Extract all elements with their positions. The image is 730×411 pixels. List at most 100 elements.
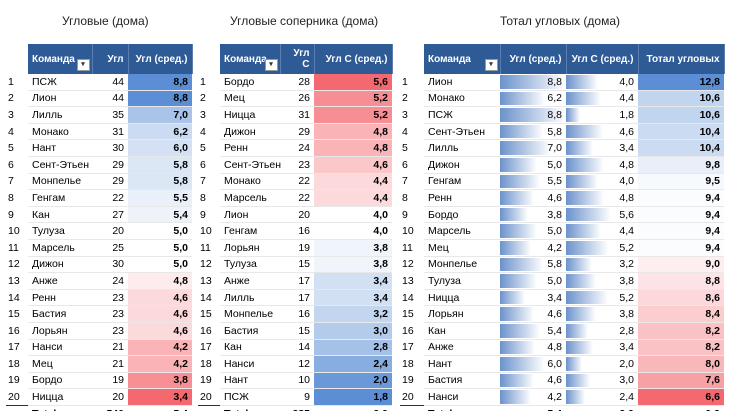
table-row: 4 Монако 31 6,2	[6, 123, 192, 141]
value-cell: 3,8	[566, 272, 638, 290]
table-row: 14 Лилль 17 3,4	[198, 289, 392, 307]
rank-cell: 5	[8, 142, 14, 155]
team-cell: Бордо	[220, 74, 280, 91]
value-cell: 4,2	[128, 339, 192, 357]
team-cell: Сент-Этьен	[424, 123, 500, 141]
value-cell: 1,8	[566, 106, 638, 124]
value-cell: 28	[280, 74, 314, 91]
avg-corners-header[interactable]: Угл (сред.)	[500, 44, 567, 74]
team-header[interactable]: Команда ▾	[424, 44, 501, 74]
value-cell: 12	[280, 355, 314, 373]
total-corners-header[interactable]: Тотал угловых	[638, 44, 725, 74]
bar-value: 6,2	[547, 92, 562, 105]
bar-value: 5,6	[619, 208, 634, 221]
filter-dropdown-icon[interactable]: ▾	[76, 59, 90, 71]
value-cell: 9,0	[638, 256, 724, 274]
value-cell: 15	[280, 256, 314, 274]
filter-dropdown-icon[interactable]: ▾	[484, 59, 498, 71]
bar-value: 7,0	[547, 142, 562, 155]
total-row: Total5405,4	[6, 404, 192, 411]
table-row: 2 Мец 26 5,2	[198, 90, 392, 108]
value-cell: 4,8	[314, 139, 392, 157]
table-row: 3 Ницца 31 5,2	[198, 106, 392, 124]
value-cell: 15	[280, 322, 314, 340]
value-cell: 10,6	[638, 90, 724, 108]
value-cell: 4,8	[566, 189, 638, 207]
value-cell: 20	[280, 206, 314, 224]
team-cell: Нанси	[424, 388, 500, 406]
value-cell: 4,6	[566, 123, 638, 141]
table-row: 18 Мец 21 4,2	[6, 355, 192, 373]
value-cell: 4,8	[314, 123, 392, 141]
table-row: 16 Кан 5,4 2,8 8,2	[400, 322, 724, 340]
value-cell: 5,8	[500, 123, 566, 141]
data-bar	[566, 307, 597, 321]
table-row: 14 Ренн 23 4,6	[6, 289, 192, 307]
table-row: 20 Нанси 4,2 2,4 6,6	[400, 388, 724, 406]
value-cell: 5,6	[314, 74, 392, 91]
value-cell: 5,6	[566, 206, 638, 224]
table-row: 13 Анже 24 4,8	[6, 272, 192, 290]
value-cell: 9,4	[638, 189, 724, 207]
corners-header[interactable]: Угл	[92, 44, 129, 74]
rank-cell: 19	[402, 374, 414, 387]
value-cell: 4,0	[566, 74, 638, 91]
rank-cell: 16	[8, 324, 20, 337]
team-cell: Лион	[220, 206, 280, 224]
value-cell: 23	[92, 322, 128, 340]
team-cell: Генгам	[220, 222, 280, 240]
team-cell: Монако	[424, 90, 500, 108]
table-row: 8 Ренн 4,6 4,8 9,4	[400, 189, 724, 207]
value-cell: 6,0	[128, 139, 192, 157]
rank-cell: 19	[8, 374, 20, 387]
team-cell: Кан	[28, 206, 92, 224]
avg-opp-corners-header[interactable]: Угл С (сред.)	[566, 44, 639, 74]
value-cell: 20	[92, 222, 128, 240]
table-row: 16 Бастия 15 3,0	[198, 322, 392, 340]
value-cell: 22	[92, 189, 128, 207]
rank-cell: 11	[200, 241, 211, 254]
team-header[interactable]: Команда ▾	[28, 44, 93, 74]
value-cell: 24	[280, 139, 314, 157]
rank-cell: 13	[402, 274, 414, 287]
rank-cell: 7	[200, 175, 206, 188]
value-cell: 4,6	[128, 305, 192, 323]
rank-cell: 9	[402, 208, 408, 221]
bar-value: 1,8	[619, 108, 634, 121]
team-header[interactable]: Команда ▾	[220, 44, 281, 74]
value-cell: 19	[280, 239, 314, 257]
rank-cell: 4	[200, 125, 206, 138]
data-bar	[566, 191, 605, 205]
value-cell: 26	[280, 90, 314, 108]
value-cell: 8,8	[128, 90, 192, 108]
rank-cell: 7	[8, 175, 14, 188]
filter-dropdown-icon[interactable]: ▾	[264, 59, 278, 71]
value-cell: 27	[92, 206, 128, 224]
bar-value: 4,0	[619, 175, 634, 188]
rank-cell: 7	[402, 175, 408, 188]
value-cell: 29	[92, 173, 128, 191]
table-row: 4 Дижон 29 4,8	[198, 123, 392, 141]
value-cell: 4,0	[314, 206, 392, 224]
value-cell: 5,2	[314, 90, 392, 108]
corners-avg-header[interactable]: Угл (сред.)	[128, 44, 193, 74]
opp-corners-avg-header[interactable]: Угл С (сред.)	[314, 44, 393, 74]
value-cell: 44	[92, 74, 128, 91]
opp-corners-header[interactable]: Угл С	[280, 44, 315, 74]
data-bar	[566, 240, 608, 255]
table-row: 5 Лилль 7,0 3,4 10,4	[400, 139, 724, 157]
value-cell: 5,2	[566, 239, 638, 257]
value-cell: 23	[280, 156, 314, 174]
value-cell: 2,0	[314, 372, 392, 390]
data-bar	[500, 340, 536, 355]
value-cell: 29	[92, 156, 128, 174]
team-cell: Сент-Этьен	[28, 156, 92, 174]
bar-value: 5,0	[547, 158, 562, 171]
value-cell: 2,8	[566, 322, 638, 340]
bar-value: 5,0	[547, 225, 562, 238]
table-row: 20 Ницца 20 3,4	[6, 388, 192, 406]
table-row: 15 Лорьян 4,6 3,8 8,4	[400, 305, 724, 323]
value-cell: 17	[280, 289, 314, 307]
table-row: 3 ПСЖ 8,8 1,8 10,6	[400, 106, 724, 124]
bar-value: 3,4	[619, 341, 634, 354]
